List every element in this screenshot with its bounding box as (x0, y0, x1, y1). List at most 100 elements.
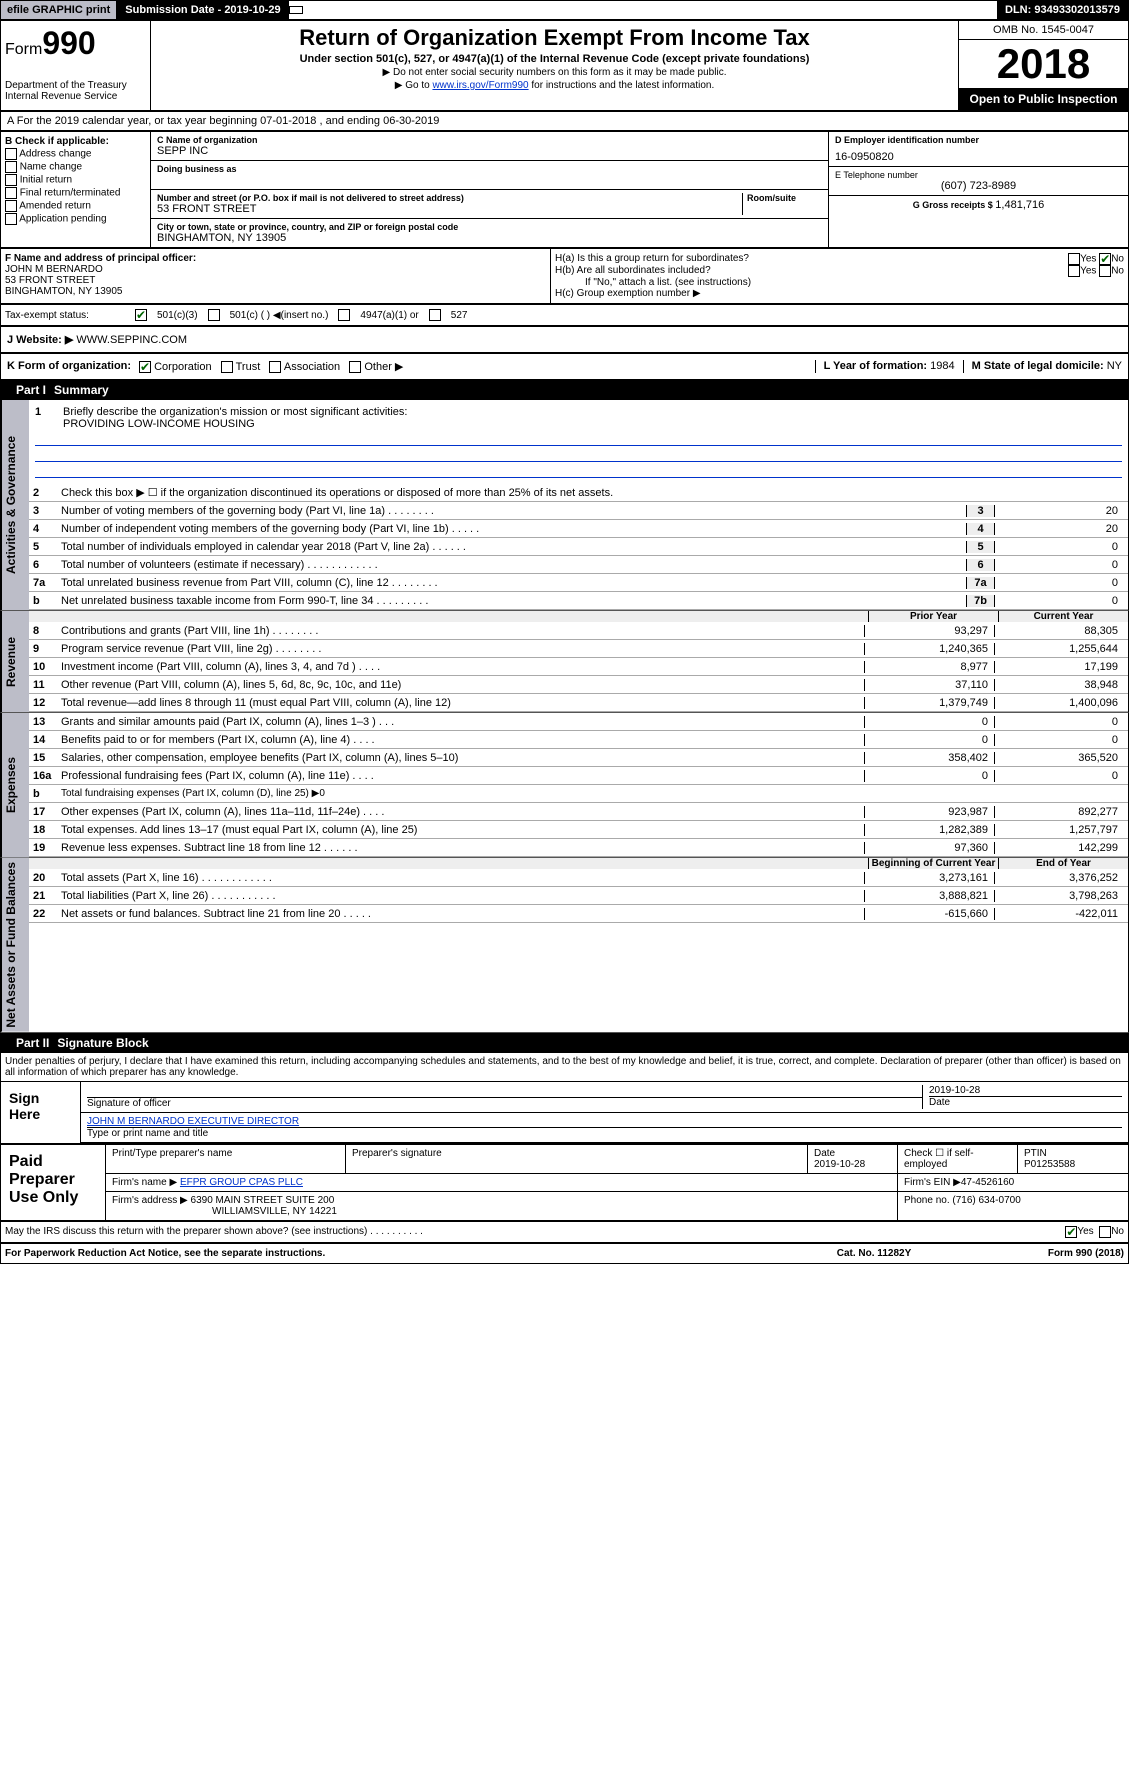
vlabel-revenue: Revenue (1, 611, 29, 712)
expense-line: 16aProfessional fundraising fees (Part I… (29, 767, 1128, 785)
summary-line: 7aTotal unrelated business revenue from … (29, 574, 1128, 592)
part-ii-header: Part II Signature Block (0, 1033, 1129, 1053)
netasset-line: 21Total liabilities (Part X, line 26) . … (29, 887, 1128, 905)
ha-yes-checkbox[interactable] (1068, 253, 1080, 265)
501c3-checkbox[interactable] (135, 309, 147, 321)
prep-date-h: Date (814, 1148, 835, 1159)
k-checkbox[interactable] (221, 361, 233, 373)
mission-text: PROVIDING LOW-INCOME HOUSING (35, 418, 1122, 430)
row-fh: F Name and address of principal officer:… (0, 248, 1129, 304)
firm-addr: 6390 MAIN STREET SUITE 200 (191, 1195, 335, 1206)
footer-paperwork: For Paperwork Reduction Act Notice, see … (0, 1243, 1129, 1264)
4947-checkbox[interactable] (338, 309, 350, 321)
sig-typed-label: Type or print name and title (87, 1127, 1122, 1139)
summary-line: bNet unrelated business taxable income f… (29, 592, 1128, 610)
colb-checkbox[interactable] (5, 213, 17, 225)
name-label: C Name of organization (157, 135, 258, 145)
revenue-line: 9Program service revenue (Part VIII, lin… (29, 640, 1128, 658)
phone-value: (607) 723-8989 (835, 180, 1122, 192)
row-i-tax-status: Tax-exempt status: 501(c)(3) 501(c) ( ) … (0, 304, 1129, 326)
part-i-title: Summary (54, 383, 109, 397)
col-c-org: C Name of organizationSEPP INC Doing bus… (151, 132, 828, 247)
part-ii-title: Signature Block (57, 1036, 148, 1050)
col-de: D Employer identification number16-09508… (828, 132, 1128, 247)
col-h: H(a) Is this a group return for subordin… (551, 249, 1128, 303)
cat-no: Cat. No. 11282Y (774, 1248, 974, 1259)
colb-checkbox[interactable] (5, 161, 17, 173)
hb-label: H(b) Are all subordinates included? (555, 265, 711, 277)
form-ref: Form 990 (2018) (974, 1248, 1124, 1259)
prep-name-h: Print/Type preparer's name (106, 1145, 346, 1173)
revenue-line: 10Investment income (Part VIII, column (… (29, 658, 1128, 676)
revenue-line: 12Total revenue—add lines 8 through 11 (… (29, 694, 1128, 712)
sign-here-label: Sign Here (1, 1082, 81, 1143)
firm-ein-l: Firm's EIN ▶ (904, 1177, 961, 1188)
discuss-yes: Yes (1077, 1226, 1093, 1238)
sig-date-label: Date (929, 1096, 1122, 1108)
open-public: Open to Public Inspection (959, 88, 1128, 110)
summary-line: 3Number of voting members of the governi… (29, 502, 1128, 520)
row-j-website: J Website: ▶ WWW.SEPPINC.COM (0, 326, 1129, 353)
firm-ein: 47-4526160 (961, 1177, 1014, 1188)
goto-link[interactable]: www.irs.gov/Form990 (432, 80, 528, 91)
discuss-yes-checkbox[interactable] (1065, 1226, 1077, 1238)
k-checkbox[interactable] (269, 361, 281, 373)
hb-no: No (1111, 266, 1124, 277)
summary-line: 4Number of independent voting members of… (29, 520, 1128, 538)
527-checkbox[interactable] (429, 309, 441, 321)
colb-opt: Name change (5, 161, 146, 173)
prep-date-v: 2019-10-28 (814, 1159, 865, 1170)
summary-line: 5Total number of individuals employed in… (29, 538, 1128, 556)
l-label: L Year of formation: (824, 360, 931, 372)
efile-label[interactable]: efile GRAPHIC print (1, 1, 117, 19)
phone-label: E Telephone number (835, 170, 1122, 180)
q1-text: Briefly describe the organization's miss… (63, 406, 407, 418)
section-revenue: Revenue Prior YearCurrent Year 8Contribu… (0, 611, 1129, 713)
colb-checkbox[interactable] (5, 148, 17, 160)
ha-no-checkbox[interactable] (1099, 253, 1111, 265)
netasset-line: 22Net assets or fund balances. Subtract … (29, 905, 1128, 923)
goto-pre: ▶ Go to (395, 80, 433, 91)
ha-yes: Yes (1080, 254, 1096, 265)
colb-opt: Application pending (5, 213, 146, 225)
section-netassets: Net Assets or Fund Balances Beginning of… (0, 858, 1129, 1033)
officer-addr2: BINGHAMTON, NY 13905 (5, 286, 546, 297)
k-checkbox[interactable] (349, 361, 361, 373)
colb-checkbox[interactable] (5, 200, 17, 212)
ein-value: 16-0950820 (835, 151, 1122, 163)
expense-line: bTotal fundraising expenses (Part IX, co… (29, 785, 1128, 803)
paid-label: Paid Preparer Use Only (1, 1145, 106, 1220)
website-value: WWW.SEPPINC.COM (76, 334, 187, 346)
501c-checkbox[interactable] (208, 309, 220, 321)
col-f-officer: F Name and address of principal officer:… (1, 249, 551, 303)
m-label: M State of legal domicile: (972, 360, 1107, 372)
topbar: efile GRAPHIC print Submission Date - 20… (0, 0, 1129, 20)
opt-501c: 501(c) ( ) ◀(insert no.) (230, 310, 329, 321)
part-i-header: Part I Summary (0, 380, 1129, 400)
officer-addr1: 53 FRONT STREET (5, 275, 546, 286)
ha-label: H(a) Is this a group return for subordin… (555, 253, 749, 265)
hb-note: If "No," attach a list. (see instruction… (555, 277, 1124, 288)
section-governance: Activities & Governance 1Briefly describ… (0, 400, 1129, 611)
discuss-no-checkbox[interactable] (1099, 1226, 1111, 1238)
footer-discuss: May the IRS discuss this return with the… (0, 1221, 1129, 1243)
website-label: J Website: ▶ (7, 334, 73, 346)
hc-label: H(c) Group exemption number ▶ (555, 288, 1124, 299)
gross-label: G Gross receipts $ (913, 200, 996, 210)
prep-selfemp: Check ☐ if self-employed (898, 1145, 1018, 1173)
city-label: City or town, state or province, country… (157, 222, 458, 232)
hb-no-checkbox[interactable] (1099, 265, 1111, 277)
k-checkbox[interactable] (139, 361, 151, 373)
expense-line: 13Grants and similar amounts paid (Part … (29, 713, 1128, 731)
firm-name-l: Firm's name ▶ (112, 1177, 177, 1188)
org-name: SEPP INC (157, 145, 266, 157)
col-b-label: B Check if applicable: (5, 136, 146, 147)
colb-opt: Address change (5, 148, 146, 160)
opt-501c3: 501(c)(3) (157, 310, 198, 321)
hb-yes-checkbox[interactable] (1068, 265, 1080, 277)
colb-checkbox[interactable] (5, 187, 17, 199)
tax-year: 2018 (959, 40, 1128, 88)
colb-checkbox[interactable] (5, 174, 17, 186)
row-klm: K Form of organization: Corporation Trus… (0, 353, 1129, 380)
dba-label: Doing business as (157, 164, 237, 174)
